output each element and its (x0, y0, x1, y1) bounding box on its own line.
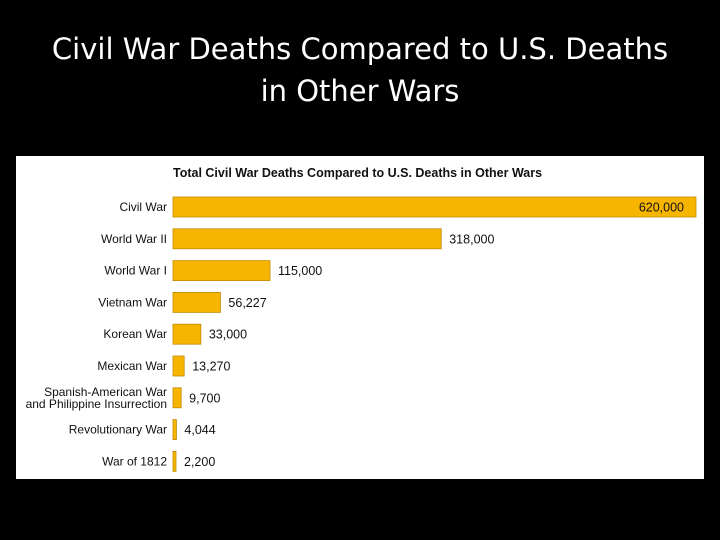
category-label: and Philippine Insurrection (26, 397, 167, 411)
bar-2 (172, 260, 271, 281)
value-label: 13,270 (192, 360, 230, 374)
slide-title-line-2: in Other Wars (260, 74, 460, 108)
bar-7 (172, 419, 177, 441)
value-label: 2,200 (184, 455, 215, 469)
category-label: Spanish-American War (44, 385, 167, 399)
chart-title: Total Civil War Deaths Compared to U.S. … (173, 166, 542, 180)
category-label: Korean War (103, 327, 167, 341)
bar-8 (172, 450, 177, 472)
value-label: 115,000 (278, 264, 322, 278)
slide-title: Civil War Deaths Compared to U.S. Deaths… (0, 28, 720, 112)
value-label: 56,227 (228, 296, 266, 310)
category-label: Revolutionary War (69, 423, 167, 437)
bar-6 (172, 387, 182, 409)
value-label: 4,044 (184, 423, 215, 437)
value-label: 620,000 (639, 201, 684, 215)
bar-chart: Total Civil War Deaths Compared to U.S. … (26, 166, 697, 472)
chart-panel: Total Civil War Deaths Compared to U.S. … (16, 156, 704, 479)
category-label: War of 1812 (102, 454, 167, 468)
bar-3 (172, 291, 221, 313)
value-label: 318,000 (449, 232, 494, 246)
category-label: World War II (101, 232, 167, 246)
category-label: Mexican War (97, 359, 167, 373)
slide-title-line-1: Civil War Deaths Compared to U.S. Deaths (51, 32, 669, 66)
bar-4 (172, 323, 202, 345)
category-label: Civil War (119, 200, 167, 214)
value-label: 9,700 (189, 391, 220, 405)
category-label: Vietnam War (98, 295, 167, 309)
bar-0 (172, 196, 697, 218)
value-label: 33,000 (209, 328, 247, 342)
bar-1 (172, 228, 442, 250)
bar-5 (172, 355, 185, 377)
category-label: World War I (104, 264, 167, 278)
